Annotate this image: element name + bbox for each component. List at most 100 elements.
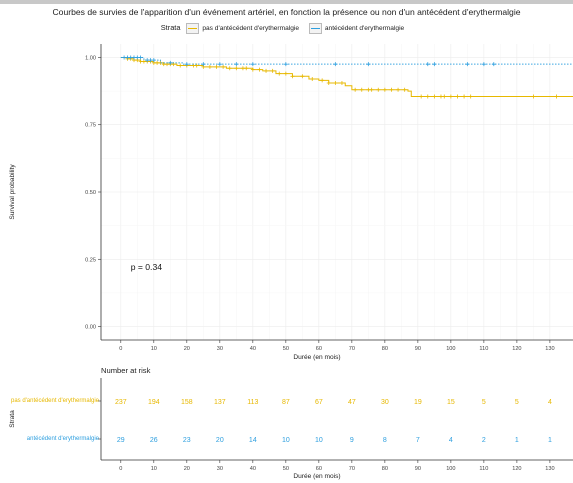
censor-mark	[333, 62, 338, 67]
x-tick-label: 70	[349, 346, 355, 352]
risk-value-no-history: 67	[315, 399, 323, 406]
risk-value-history: 4	[449, 437, 453, 444]
y-axis-label: Survival probability	[9, 164, 16, 220]
x-tick-label: 60	[316, 346, 322, 352]
legend-label-history: antécédent d'erythermalgie	[324, 25, 405, 33]
censor-mark	[217, 62, 222, 67]
censor-mark	[283, 62, 288, 67]
risk-value-no-history: 47	[348, 399, 356, 406]
censor-mark	[194, 63, 199, 68]
risk-value-no-history: 5	[482, 399, 486, 406]
x-tick-label: 20	[184, 346, 190, 352]
x-axis-label: Durée (en mois)	[293, 354, 340, 361]
risk-x-tick-label: 10	[151, 466, 157, 472]
legend-item-no-history: pas d'antécédent d'erythermalgie	[186, 23, 301, 34]
legend-item-history: antécédent d'erythermalgie	[308, 23, 405, 34]
risk-value-history: 20	[216, 437, 224, 444]
risk-value-no-history: 30	[381, 399, 389, 406]
risk-x-tick-label: 110	[479, 466, 488, 472]
censor-mark	[468, 94, 473, 99]
censor-mark	[283, 71, 288, 76]
censor-mark	[353, 87, 358, 92]
risk-x-tick-label: 60	[316, 466, 322, 472]
y-tick-label: 0.50	[85, 190, 96, 196]
censor-mark	[250, 62, 255, 67]
censor-mark	[290, 74, 295, 79]
censor-mark	[462, 94, 467, 99]
censor-mark	[359, 87, 364, 92]
x-tick-label: 100	[446, 346, 455, 352]
risk-x-tick-label: 20	[184, 466, 190, 472]
censor-mark	[184, 62, 189, 67]
risk-value-history: 10	[282, 437, 290, 444]
risk-row-label-history: antécédent d'erythermalgie	[26, 436, 99, 442]
censor-mark	[168, 60, 173, 65]
censor-mark	[481, 62, 486, 67]
grid-lines	[101, 44, 573, 340]
censor-mark	[369, 87, 374, 92]
survival-curve-history	[120, 56, 573, 65]
legend: Strata pas d'antécédent d'erythermalgie …	[0, 23, 573, 34]
censor-mark	[138, 55, 143, 60]
risk-value-history: 7	[416, 437, 420, 444]
censor-mark	[320, 78, 325, 83]
censor-mark	[300, 74, 305, 79]
risk-table-title: Number at risk	[101, 366, 151, 375]
risk-x-tick-label: 120	[512, 466, 521, 472]
censor-mark	[333, 81, 338, 86]
censor-mark	[455, 94, 460, 99]
x-tick-label: 30	[217, 346, 223, 352]
risk-x-tick-label: 70	[349, 466, 355, 472]
risk-value-history: 1	[515, 437, 519, 444]
risk-x-tick-label: 80	[382, 466, 388, 472]
censor-mark	[178, 63, 183, 68]
p-value: p = 0.34	[131, 262, 163, 272]
risk-x-tick-label: 130	[545, 466, 554, 472]
censor-mark	[250, 67, 255, 72]
risk-value-history: 26	[150, 437, 158, 444]
censor-mark	[448, 94, 453, 99]
series-history	[120, 55, 573, 67]
risk-x-tick-label: 50	[283, 466, 289, 472]
y-tick-label: 1.00	[85, 55, 96, 61]
legend-label-no-history: pas d'antécédent d'erythermalgie	[202, 25, 300, 33]
censor-mark	[244, 66, 249, 71]
risk-value-no-history: 158	[181, 399, 193, 406]
censor-mark	[396, 87, 401, 92]
censor-mark	[389, 87, 394, 92]
x-tick-label: 80	[382, 346, 388, 352]
censor-mark	[554, 94, 559, 99]
risk-value-history: 2	[482, 437, 486, 444]
censor-mark	[234, 62, 239, 67]
censor-mark	[234, 66, 239, 71]
y-tick-label: 0.25	[85, 257, 96, 263]
censor-mark	[465, 62, 470, 67]
censor-mark	[221, 64, 226, 69]
risk-x-tick-label: 40	[250, 466, 256, 472]
risk-value-no-history: 15	[447, 399, 455, 406]
censor-mark	[531, 94, 536, 99]
censor-mark	[270, 68, 275, 73]
censor-mark	[402, 87, 407, 92]
risk-value-no-history: 137	[214, 399, 226, 406]
risk-x-tick-label: 0	[119, 466, 122, 472]
risk-x-tick-label: 90	[415, 466, 421, 472]
x-tick-label: 120	[512, 346, 521, 352]
x-tick-label: 10	[151, 346, 157, 352]
legend-title: Strata	[160, 23, 181, 33]
legend-key-history	[308, 23, 322, 34]
censor-mark	[207, 64, 212, 69]
censor-mark	[264, 68, 269, 73]
risk-value-no-history: 237	[115, 399, 127, 406]
risk-value-history: 14	[249, 437, 257, 444]
x-tick-label: 90	[415, 346, 421, 352]
risk-value-history: 8	[383, 437, 387, 444]
censor-mark	[432, 94, 437, 99]
censor-mark	[376, 87, 381, 92]
censor-mark	[277, 71, 282, 76]
censor-mark	[201, 62, 206, 67]
top-bar	[0, 0, 573, 4]
censor-mark	[214, 64, 219, 69]
y-tick-label: 0.00	[85, 325, 96, 331]
censor-mark	[442, 94, 447, 99]
